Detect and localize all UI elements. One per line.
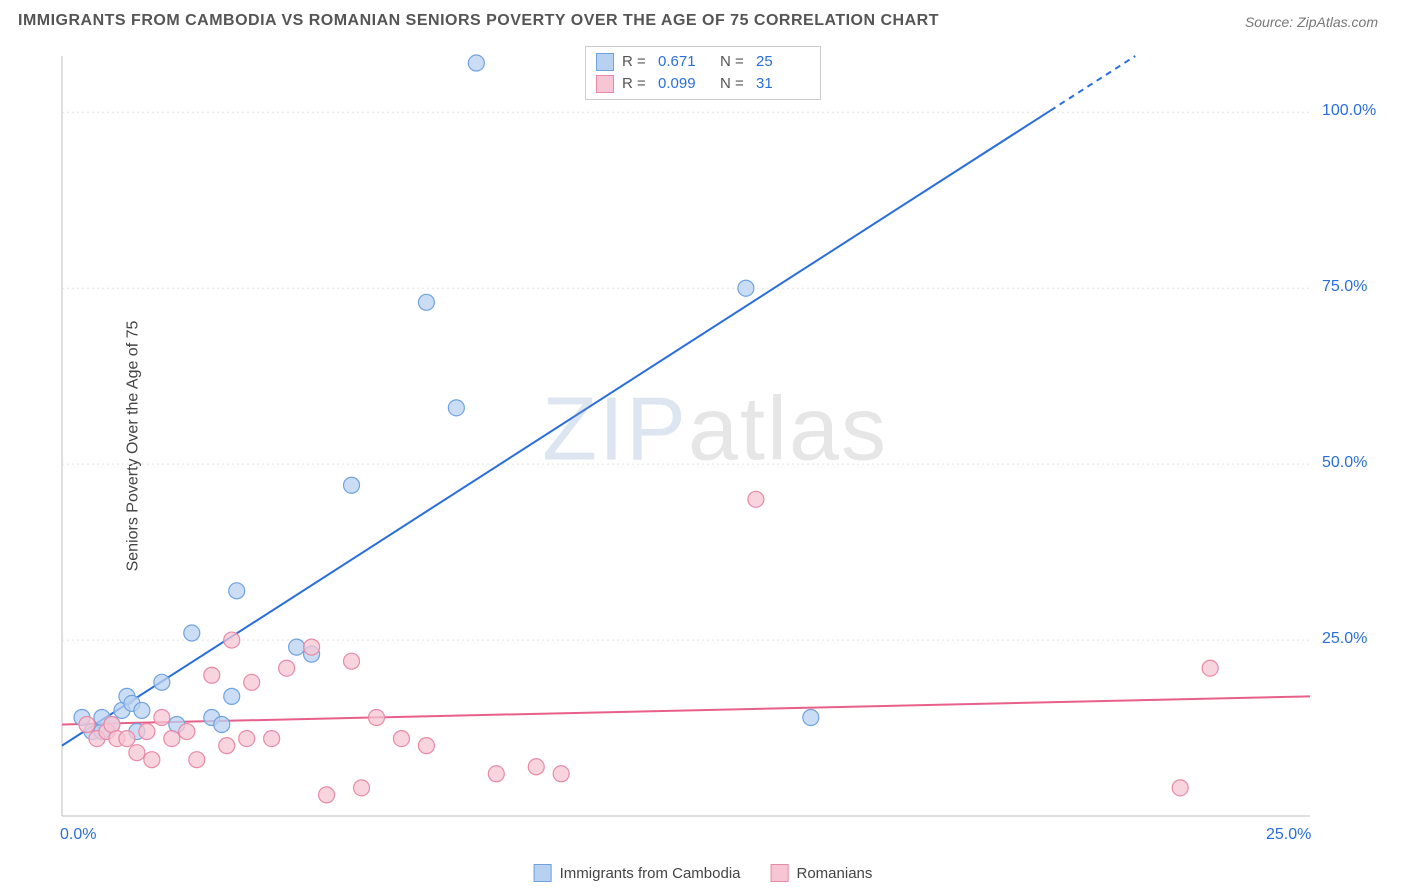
legend-swatch-romanians [771,864,789,882]
y-tick-label: 50.0% [1322,454,1367,472]
correlation-legend: R = 0.671 N = 25 R = 0.099 N = 31 [585,46,821,100]
x-tick-label: 25.0% [1266,826,1311,844]
legend-n-value: 31 [756,73,810,95]
legend-r-value: 0.671 [658,51,712,73]
legend-swatch-cambodia [596,53,614,71]
series-legend-label: Immigrants from Cambodia [560,865,741,882]
legend-n-label: N = [720,73,748,95]
y-tick-label: 25.0% [1322,630,1367,648]
chart-title: IMMIGRANTS FROM CAMBODIA VS ROMANIAN SEN… [18,12,939,30]
chart-plot-area: ZIPatlas [50,46,1380,846]
source-attribution: Source: ZipAtlas.com [1245,14,1378,30]
legend-n-value: 25 [756,51,810,73]
series-legend: Immigrants from Cambodia Romanians [534,864,873,882]
legend-r-label: R = [622,73,650,95]
y-tick-label: 100.0% [1322,102,1376,120]
legend-n-label: N = [720,51,748,73]
x-tick-label: 0.0% [60,826,96,844]
correlation-legend-row: R = 0.671 N = 25 [596,51,810,73]
series-legend-label: Romanians [797,865,873,882]
series-legend-item: Immigrants from Cambodia [534,864,741,882]
chart-svg [50,46,1380,846]
legend-swatch-romanians [596,75,614,93]
y-tick-label: 75.0% [1322,278,1367,296]
legend-swatch-cambodia [534,864,552,882]
series-legend-item: Romanians [771,864,873,882]
correlation-legend-row: R = 0.099 N = 31 [596,73,810,95]
legend-r-label: R = [622,51,650,73]
legend-r-value: 0.099 [658,73,712,95]
